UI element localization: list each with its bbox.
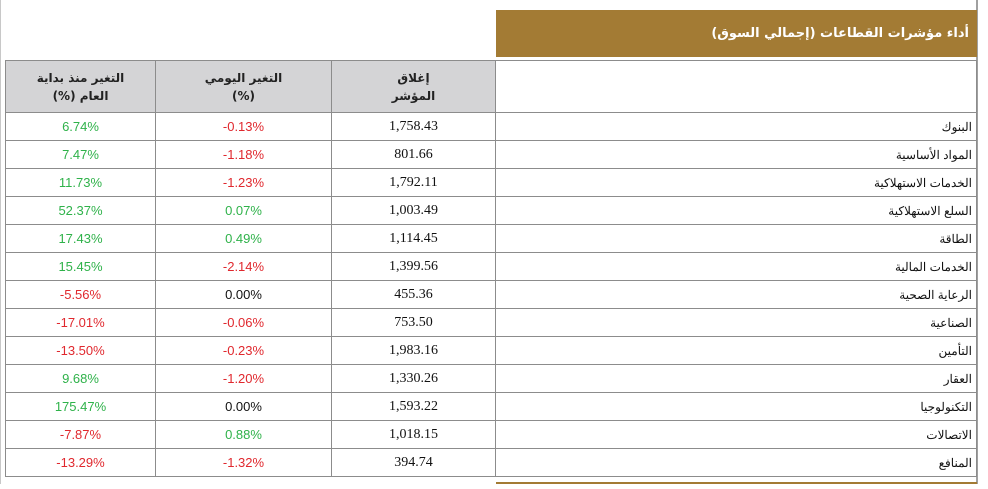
header-close-label: إغلاق المؤشر xyxy=(391,70,436,103)
ytd-change-cell: 7.47% xyxy=(5,140,156,169)
sector-name-cell: البنوك xyxy=(495,112,977,141)
ytd-change-cell: 6.74% xyxy=(5,112,156,141)
header-close: إغلاق المؤشر xyxy=(331,60,496,113)
sector-name-cell: العقار xyxy=(495,364,977,393)
sector-name-cell: التأمين xyxy=(495,336,977,365)
daily-change-cell: 0.07% xyxy=(155,196,332,225)
ytd-change-cell: -7.87% xyxy=(5,420,156,449)
sector-name-cell: الطاقة xyxy=(495,224,977,253)
table-row: -17.01% -0.06% 753.50 الصناعية xyxy=(5,308,977,337)
daily-change-cell: 0.00% xyxy=(155,280,332,309)
sector-name-cell: الرعاية الصحية xyxy=(495,280,977,309)
ytd-change-cell: -13.50% xyxy=(5,336,156,365)
ytd-change-cell: -5.56% xyxy=(5,280,156,309)
table-row: 11.73% -1.23% 1,792.11 الخدمات الاستهلاكية xyxy=(5,168,977,197)
daily-change-cell: -1.20% xyxy=(155,364,332,393)
table-row: -7.87% 0.88% 1,018.15 الاتصالات xyxy=(5,420,977,449)
header-ytd-change: التغير منذ بداية العام (%) xyxy=(5,60,156,113)
table-row: 17.43% 0.49% 1,114.45 الطاقة xyxy=(5,224,977,253)
table-header-row: التغير منذ بداية العام (%) التغير اليومي… xyxy=(5,60,977,113)
ytd-change-cell: 9.68% xyxy=(5,364,156,393)
close-value-cell: 801.66 xyxy=(331,140,496,169)
close-value-cell: 753.50 xyxy=(331,308,496,337)
close-value-cell: 1,758.43 xyxy=(331,112,496,141)
daily-change-cell: -1.23% xyxy=(155,168,332,197)
header-sector-blank xyxy=(495,60,977,113)
sector-name-cell: السلع الاستهلاكية xyxy=(495,196,977,225)
close-value-cell: 1,114.45 xyxy=(331,224,496,253)
table-row: 7.47% -1.18% 801.66 المواد الأساسية xyxy=(5,140,977,169)
sector-name-cell: الخدمات الاستهلاكية xyxy=(495,168,977,197)
ytd-change-cell: -17.01% xyxy=(5,308,156,337)
daily-change-cell: -1.18% xyxy=(155,140,332,169)
daily-change-cell: 0.00% xyxy=(155,392,332,421)
close-value-cell: 1,792.11 xyxy=(331,168,496,197)
bottom-accent-rule xyxy=(496,482,977,484)
table-title: أداء مؤشرات القطاعات (إجمالي السوق) xyxy=(496,10,977,57)
header-daily-change-label: التغير اليومي (%) xyxy=(204,70,283,103)
ytd-change-cell: 17.43% xyxy=(5,224,156,253)
table-row: 6.74% -0.13% 1,758.43 البنوك xyxy=(5,112,977,141)
sector-name-cell: الاتصالات xyxy=(495,420,977,449)
daily-change-cell: 0.49% xyxy=(155,224,332,253)
daily-change-cell: -2.14% xyxy=(155,252,332,281)
daily-change-cell: -0.06% xyxy=(155,308,332,337)
close-value-cell: 1,003.49 xyxy=(331,196,496,225)
close-value-cell: 1,399.56 xyxy=(331,252,496,281)
sector-name-cell: الخدمات المالية xyxy=(495,252,977,281)
table-row: 15.45% -2.14% 1,399.56 الخدمات المالية xyxy=(5,252,977,281)
close-value-cell: 1,330.26 xyxy=(331,364,496,393)
close-value-cell: 455.36 xyxy=(331,280,496,309)
table-row: 175.47% 0.00% 1,593.22 التكنولوجيا xyxy=(5,392,977,421)
daily-change-cell: -0.13% xyxy=(155,112,332,141)
daily-change-cell: -0.23% xyxy=(155,336,332,365)
sector-name-cell: التكنولوجيا xyxy=(495,392,977,421)
sector-name-cell: الصناعية xyxy=(495,308,977,337)
table-row: -13.29% -1.32% 394.74 المنافع xyxy=(5,448,977,477)
table-row: -13.50% -0.23% 1,983.16 التأمين xyxy=(5,336,977,365)
ytd-change-cell: 52.37% xyxy=(5,196,156,225)
close-value-cell: 1,983.16 xyxy=(331,336,496,365)
sector-performance-table: التغير منذ بداية العام (%) التغير اليومي… xyxy=(5,60,977,477)
page-frame xyxy=(0,0,978,484)
daily-change-cell: 0.88% xyxy=(155,420,332,449)
ytd-change-cell: -13.29% xyxy=(5,448,156,477)
table-body: 6.74% -0.13% 1,758.43 البنوك 7.47% -1.18% 801.… xyxy=(5,112,977,477)
ytd-change-cell: 15.45% xyxy=(5,252,156,281)
sector-name-cell: المنافع xyxy=(495,448,977,477)
header-ytd-change-label: التغير منذ بداية العام (%) xyxy=(36,70,125,103)
table-row: -5.56% 0.00% 455.36 الرعاية الصحية xyxy=(5,280,977,309)
ytd-change-cell: 175.47% xyxy=(5,392,156,421)
header-daily-change: التغير اليومي (%) xyxy=(155,60,332,113)
daily-change-cell: -1.32% xyxy=(155,448,332,477)
close-value-cell: 1,018.15 xyxy=(331,420,496,449)
sector-name-cell: المواد الأساسية xyxy=(495,140,977,169)
table-row: 52.37% 0.07% 1,003.49 السلع الاستهلاكية xyxy=(5,196,977,225)
ytd-change-cell: 11.73% xyxy=(5,168,156,197)
close-value-cell: 1,593.22 xyxy=(331,392,496,421)
table-row: 9.68% -1.20% 1,330.26 العقار xyxy=(5,364,977,393)
close-value-cell: 394.74 xyxy=(331,448,496,477)
